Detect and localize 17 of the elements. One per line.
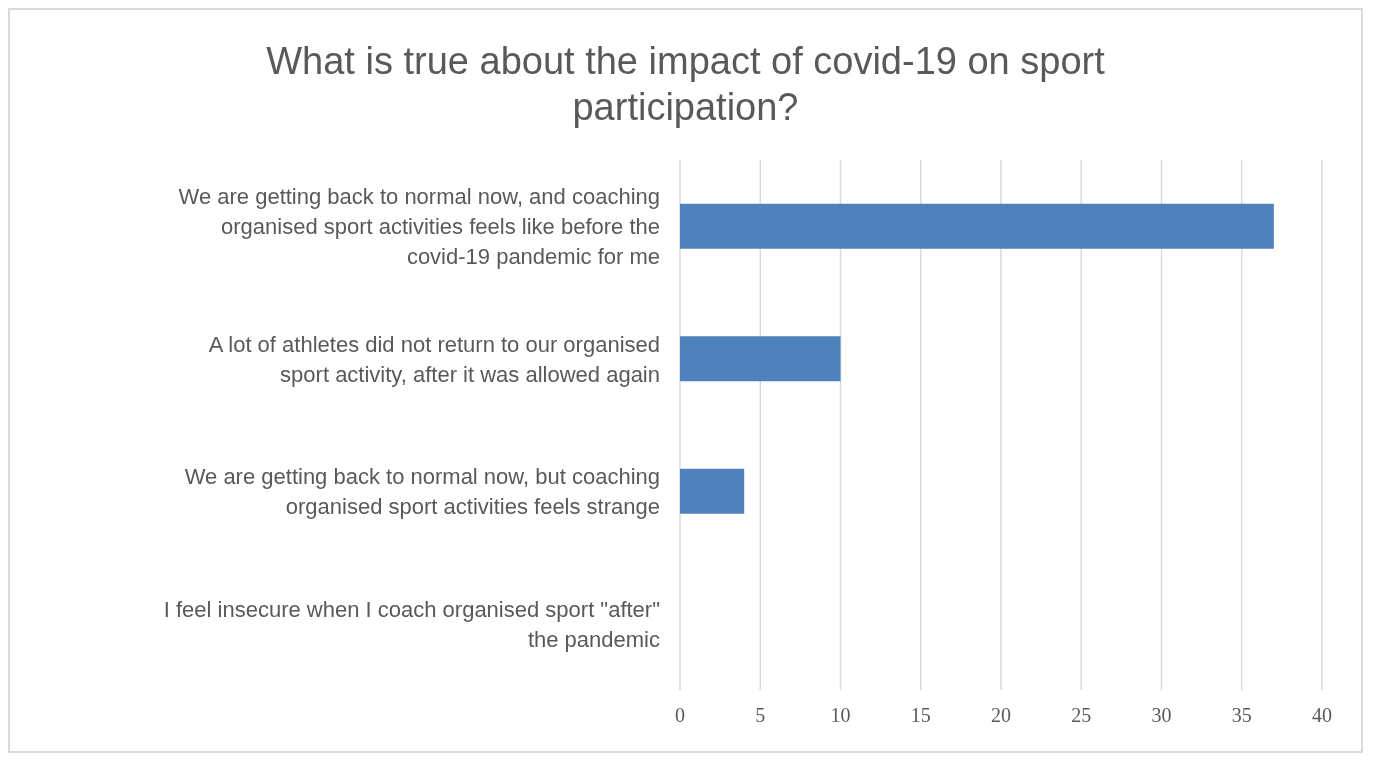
- x-tick-label: 30: [1151, 704, 1172, 727]
- x-tick-label: 25: [1071, 704, 1092, 727]
- x-tick-label: 10: [830, 704, 851, 727]
- x-tick-label: 15: [910, 704, 931, 727]
- x-tick-label: 20: [991, 704, 1011, 727]
- chart-title: What is true about the impact of covid-19 on sport participation?: [265, 39, 1106, 130]
- x-tick-label: 0: [675, 704, 685, 727]
- y-tick-label: We are getting back to normal now, but coaching organised sport activities feels strange: [184, 463, 660, 519]
- y-tick-label: I feel insecure when I coach organised sport "after" the pandemic: [163, 596, 660, 652]
- x-tick-label: 35: [1231, 704, 1252, 727]
- bar: [680, 468, 745, 514]
- bar: [680, 203, 1274, 249]
- bar: [680, 336, 841, 382]
- y-tick-label: A lot of athletes did not return to our organised sport activity, after it was allowed again: [208, 331, 660, 387]
- x-tick-label: 40: [1312, 704, 1332, 727]
- y-tick-label: We are getting back to normal now, and coaching organised sport activities feels like before the covid-19 pandemic for me: [178, 183, 660, 269]
- x-tick-label: 5: [755, 704, 766, 727]
